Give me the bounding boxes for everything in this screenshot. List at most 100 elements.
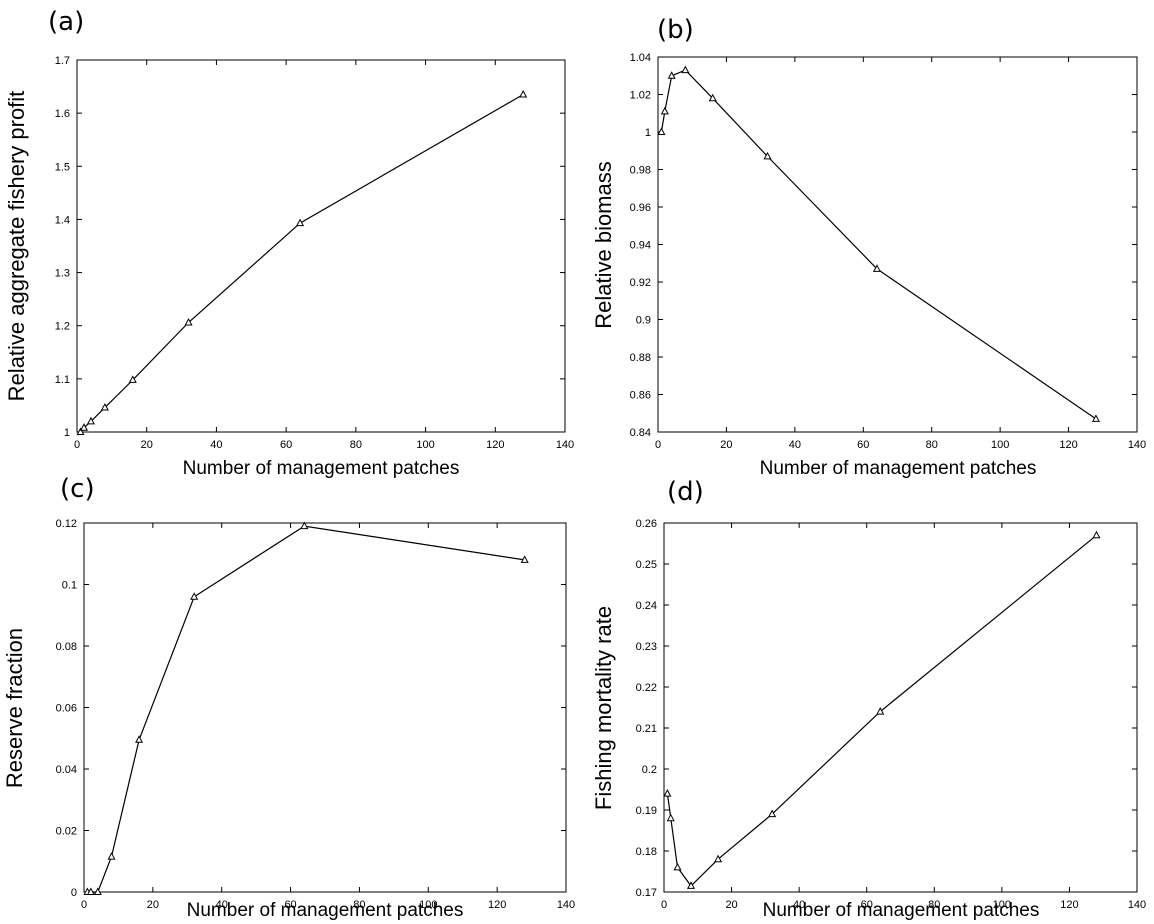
x-tick-label: 20 xyxy=(141,439,153,451)
y-tick-label: 0.1 xyxy=(62,580,77,592)
series-line xyxy=(80,93,524,433)
panel-label: (c) xyxy=(60,474,95,504)
plot-frame xyxy=(657,56,1138,433)
series-line xyxy=(87,525,525,893)
y-tick-label: 0.2 xyxy=(642,764,657,776)
y-tick-label: 0 xyxy=(71,887,77,899)
x-tick-label: 20 xyxy=(147,899,159,911)
y-tick-label: 0.06 xyxy=(56,703,77,715)
y-tick-label: 0.22 xyxy=(636,682,657,694)
data-point xyxy=(660,106,669,115)
y-tick-label: 0.98 xyxy=(630,165,651,177)
data-point xyxy=(686,881,696,889)
y-tick-label: 1 xyxy=(64,427,70,439)
y-tick-label: 0.9 xyxy=(636,315,651,327)
y-tick-label: 0.96 xyxy=(630,202,651,214)
plot-frame xyxy=(663,522,1138,893)
data-point xyxy=(681,65,690,74)
data-point xyxy=(1092,530,1101,539)
y-tick-label: 1.04 xyxy=(630,52,651,64)
x-tick-label: 20 xyxy=(720,439,732,451)
x-tick-label: 140 xyxy=(556,439,574,451)
x-tick-label: 40 xyxy=(793,899,805,911)
data-point xyxy=(763,151,772,160)
x-tick-label: 140 xyxy=(1128,899,1146,911)
x-tick-label: 100 xyxy=(993,899,1011,911)
y-axis-label: Relative aggregate fishery profit xyxy=(4,91,29,402)
data-point xyxy=(657,127,666,135)
x-tick-label: 0 xyxy=(74,439,80,451)
y-tick-label: 0.19 xyxy=(636,805,657,817)
x-tick-label: 40 xyxy=(789,439,801,451)
y-tick-label: 0.12 xyxy=(56,518,77,530)
x-tick-label: 60 xyxy=(280,439,292,451)
x-tick-label: 80 xyxy=(926,439,938,451)
x-tick-label: 140 xyxy=(557,899,575,911)
x-tick-label: 0 xyxy=(655,439,661,451)
y-tick-label: 1.1 xyxy=(55,374,70,386)
panel-a: 0 20 40 60 80 100 120 140 1 1.1 1.2 1.3 1.4 1.5 1.6 1.7… xyxy=(4,7,574,479)
y-axis-label: Reserve fraction xyxy=(2,628,27,788)
data-point xyxy=(663,789,672,797)
y-tick-label: 0.88 xyxy=(630,352,651,364)
y-tick-label: 0.92 xyxy=(630,277,651,289)
x-axis-label: Number of management patches xyxy=(763,900,1040,921)
x-tick-label: 120 xyxy=(1060,899,1078,911)
y-tick-label: 0.23 xyxy=(636,641,657,653)
data-point xyxy=(519,89,528,98)
x-axis-label: Number of management patches xyxy=(760,458,1037,479)
x-tick-label: 140 xyxy=(1128,439,1146,451)
x-axis-label: Number of management patches xyxy=(187,900,464,921)
data-point xyxy=(1091,414,1100,422)
data-point xyxy=(100,402,109,411)
panel-label: (a) xyxy=(48,7,84,37)
x-tick-label: 40 xyxy=(216,899,228,911)
y-tick-label: 0.21 xyxy=(636,723,657,735)
data-point xyxy=(86,887,95,895)
data-point xyxy=(128,375,137,383)
y-tick-label: 0.18 xyxy=(636,846,657,858)
x-tick-label: 100 xyxy=(991,439,1009,451)
data-point xyxy=(86,416,95,425)
panel-label: (d) xyxy=(667,477,704,507)
y-tick-label: 0.26 xyxy=(636,518,657,530)
x-axis-label: Number of management patches xyxy=(183,458,460,479)
x-tick-label: 40 xyxy=(210,439,222,451)
data-point xyxy=(76,427,85,435)
data-point xyxy=(135,735,144,743)
x-tick-label: 60 xyxy=(861,899,873,911)
y-tick-label: 0.24 xyxy=(636,600,657,612)
y-tick-label: 0.94 xyxy=(630,240,651,252)
x-tick-label: 120 xyxy=(488,899,506,911)
y-tick-label: 1 xyxy=(645,127,651,139)
data-point xyxy=(714,854,723,863)
plot-frame xyxy=(76,59,566,433)
panel-d: 0 20 40 60 80 100 120 140 0.17 0.18 0.19 0.2 0.21 0.2… xyxy=(591,477,1146,921)
y-tick-label: 0.17 xyxy=(636,887,657,899)
data-point xyxy=(520,555,529,563)
y-tick-label: 1.2 xyxy=(55,321,70,333)
y-tick-label: 1.5 xyxy=(55,161,70,173)
panel-b: 0 20 40 60 80 100 120 140 0.84 0.86 0.88 0.9 0.92 0.9… xyxy=(591,15,1146,479)
data-point xyxy=(190,592,199,600)
data-point xyxy=(872,264,882,272)
x-tick-label: 80 xyxy=(353,899,365,911)
data-point xyxy=(673,862,682,871)
x-tick-label: 100 xyxy=(419,899,437,911)
x-tick-label: 120 xyxy=(1059,439,1077,451)
x-tick-label: 100 xyxy=(416,439,434,451)
y-tick-label: 0.04 xyxy=(56,764,77,776)
data-point xyxy=(876,707,885,715)
x-tick-label: 80 xyxy=(928,899,940,911)
x-tick-label: 60 xyxy=(284,899,296,911)
data-point xyxy=(184,317,193,326)
y-tick-label: 0.84 xyxy=(630,427,651,439)
plot-frame xyxy=(83,522,567,893)
y-tick-label: 0.08 xyxy=(56,641,77,653)
y-tick-label: 0.86 xyxy=(630,390,651,402)
y-tick-label: 1.4 xyxy=(55,214,70,226)
y-tick-label: 1.7 xyxy=(55,55,70,67)
x-tick-label: 120 xyxy=(486,439,504,451)
data-point xyxy=(79,423,89,431)
